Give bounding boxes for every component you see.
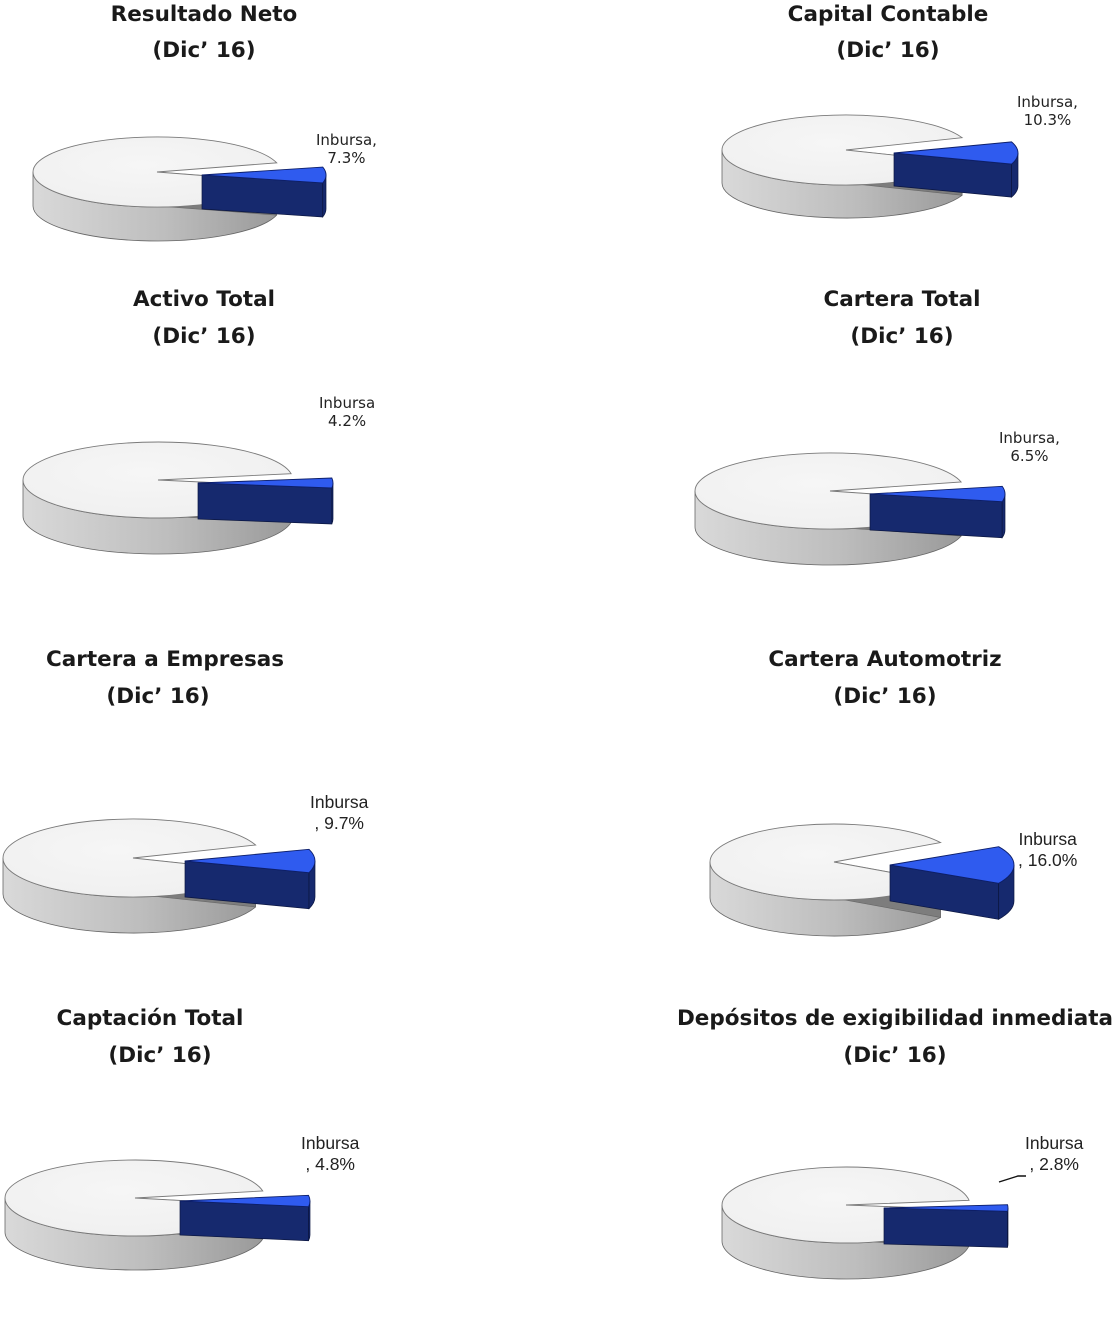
data-label-inbursa: Inbursa, 7.3% xyxy=(316,131,377,167)
chart-subtitle: (Dic’ 16) xyxy=(833,684,937,709)
chart-title: Activo Total xyxy=(132,287,276,312)
chart-title: Depósitos de exigibilidad inmediata xyxy=(676,1006,1112,1031)
pie-panel-captacion-total: Captación Total (Dic’ 16) Inbursa , 4.8% xyxy=(0,980,556,1340)
data-label-inbursa: Inbursa , 9.7% xyxy=(310,792,368,834)
pie-slice-inbursa xyxy=(889,846,1015,920)
data-label-value: , 4.8% xyxy=(305,1154,355,1174)
data-label-name: Inbursa, xyxy=(999,429,1060,447)
chart-subtitle: (Dic’ 16) xyxy=(108,1043,212,1068)
data-label-value: , 9.7% xyxy=(314,813,364,833)
chart-subtitle: (Dic’ 16) xyxy=(152,38,256,63)
data-label-inbursa: Inbursa , 2.8% xyxy=(1025,1133,1083,1175)
data-label-name: Inbursa xyxy=(301,1133,360,1153)
pie-chart xyxy=(721,1166,1009,1280)
pie-panel-activo-total: Activo Total (Dic’ 16) Inbursa 4.2% xyxy=(0,260,556,620)
pie-panel-capital-contable: Capital Contable (Dic’ 16) Inbursa, 10.3… xyxy=(556,0,1112,360)
pie-chart xyxy=(2,818,316,934)
chart-subtitle: (Dic’ 16) xyxy=(152,324,256,349)
data-label-name: Inbursa, xyxy=(316,131,377,149)
pie-chart xyxy=(694,452,1006,566)
pie-panel-cartera-empresas: Cartera a Empresas (Dic’ 16) Inbursa , 9… xyxy=(0,620,556,980)
pie-panel-cartera-total: Cartera Total (Dic’ 16) Inbursa, 6.5% xyxy=(556,260,1112,620)
data-label-inbursa: Inbursa, 10.3% xyxy=(1017,93,1078,129)
leader-line xyxy=(998,1175,1026,1183)
chart-subtitle: (Dic’ 16) xyxy=(850,324,954,349)
data-label-name: Inbursa xyxy=(310,792,369,812)
pie-chart xyxy=(4,1159,311,1271)
data-label-inbursa: Inbursa , 4.8% xyxy=(301,1133,359,1175)
pie-slice-inbursa xyxy=(179,1194,311,1242)
pie-slice-inbursa xyxy=(893,141,1019,198)
data-label-name: Inbursa xyxy=(319,394,376,412)
chart-subtitle: (Dic’ 16) xyxy=(836,38,940,63)
data-label-name: Inbursa xyxy=(1018,829,1077,849)
pie-slice-inbursa xyxy=(184,848,316,910)
data-label-value: 4.2% xyxy=(328,412,367,430)
chart-title: Captación Total xyxy=(56,1006,244,1031)
data-label-value: , 16.0% xyxy=(1018,850,1078,870)
pie-slice-inbursa xyxy=(197,477,334,525)
chart-title: Capital Contable xyxy=(787,2,989,27)
chart-title: Cartera Automotriz xyxy=(768,647,1002,672)
data-label-inbursa: Inbursa 4.2% xyxy=(319,394,375,430)
pie-panel-resultado-neto: Resultado Neto (Dic’ 16) Inbursa, 7.3% xyxy=(0,0,556,360)
data-label-value: , 2.8% xyxy=(1029,1154,1079,1174)
pie-panel-depositos-exigibilidad: Depósitos de exigibilidad inmediata (Dic… xyxy=(556,980,1112,1340)
data-label-name: Inbursa xyxy=(1025,1133,1084,1153)
data-label-inbursa: Inbursa, 6.5% xyxy=(999,429,1060,465)
data-label-name: Inbursa, xyxy=(1017,93,1078,111)
chart-title: Cartera a Empresas xyxy=(45,647,285,672)
pie-chart xyxy=(721,114,1019,219)
pie-slice-inbursa xyxy=(883,1204,1009,1248)
pie-chart xyxy=(32,136,327,242)
chart-subtitle: (Dic’ 16) xyxy=(106,684,210,709)
pie-chart xyxy=(709,823,1015,937)
pie-slice-inbursa xyxy=(201,166,327,218)
pie-panel-cartera-automotriz: Cartera Automotriz (Dic’ 16) Inbursa , 1… xyxy=(556,620,1112,980)
chart-subtitle: (Dic’ 16) xyxy=(843,1043,947,1068)
data-label-value: 7.3% xyxy=(327,149,366,167)
chart-title: Cartera Total xyxy=(823,287,981,312)
chart-page: { "colors": { "market_top": "#efefef", "… xyxy=(0,0,1112,1280)
pie-chart xyxy=(22,441,334,555)
chart-title: Resultado Neto xyxy=(110,2,298,27)
data-label-inbursa: Inbursa , 16.0% xyxy=(1018,829,1077,871)
data-label-value: 6.5% xyxy=(1010,447,1049,465)
data-label-value: 10.3% xyxy=(1023,111,1072,129)
pie-slice-inbursa xyxy=(869,485,1006,539)
